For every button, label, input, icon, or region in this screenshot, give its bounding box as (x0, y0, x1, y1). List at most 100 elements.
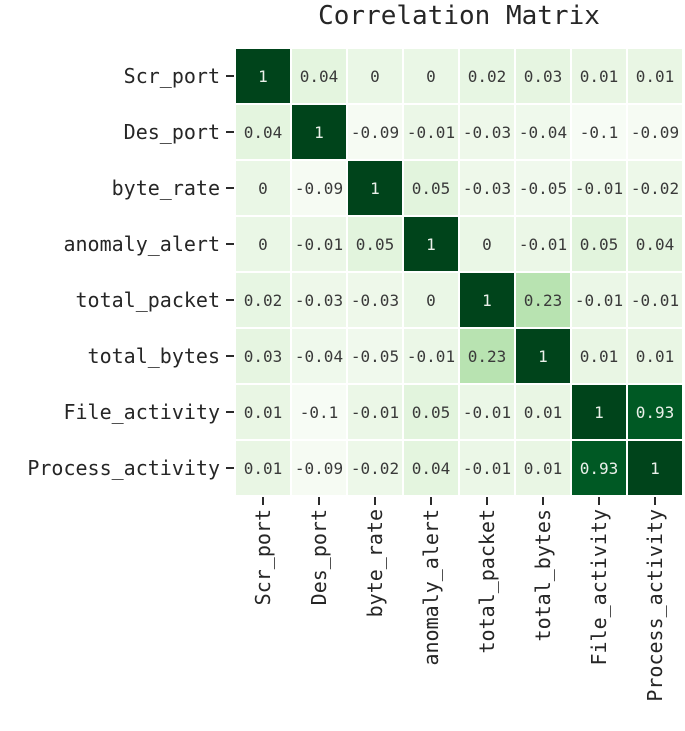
heatmap-cell: 1 (571, 384, 627, 440)
heatmap-cell: -0.03 (459, 160, 515, 216)
heatmap-cell: 0.01 (627, 328, 683, 384)
heatmap-cell: 0.01 (235, 440, 291, 496)
x-tick-label-text: total_packet (475, 509, 499, 654)
heatmap-cell: 0 (403, 48, 459, 104)
heatmap-cell: 0.05 (347, 216, 403, 272)
heatmap-cell: 0.01 (571, 328, 627, 384)
heatmap-cell: -0.02 (627, 160, 683, 216)
y-tick-mark (226, 299, 234, 301)
heatmap-cell: -0.01 (459, 384, 515, 440)
x-tick-label-text: Des_port (307, 509, 331, 606)
heatmap-grid: 1 0.04 0 0 0.02 0.03 0.01 0.01 0.04 1 -0.09 -0.01 -0… (235, 48, 683, 496)
heatmap-cell: -0.01 (515, 216, 571, 272)
heatmap-cell: -0.05 (515, 160, 571, 216)
x-tick-label: total_packet (459, 509, 515, 654)
heatmap-cell: 1 (347, 160, 403, 216)
heatmap-cell: -0.03 (347, 272, 403, 328)
heatmap-cell: -0.01 (403, 104, 459, 160)
y-tick-label: Process_activity (27, 456, 220, 480)
heatmap-cell: 0.93 (627, 384, 683, 440)
heatmap-cell: -0.04 (515, 104, 571, 160)
heatmap-cell: -0.09 (291, 160, 347, 216)
heatmap-cell: 0.01 (515, 384, 571, 440)
x-tick-label: File_activity (571, 509, 627, 666)
heatmap-cell: -0.03 (459, 104, 515, 160)
x-tick-label: byte_rate (347, 509, 403, 617)
heatmap-cell: -0.01 (571, 272, 627, 328)
x-tick-label: Scr_port (235, 509, 291, 605)
heatmap-cell: 0.01 (571, 48, 627, 104)
y-tick-mark (226, 467, 234, 469)
x-tick-mark (486, 497, 488, 505)
x-tick-label-text: Scr_port (251, 509, 275, 606)
y-tick-mark (226, 243, 234, 245)
heatmap-cell: 0 (347, 48, 403, 104)
y-tick-label: Des_port (123, 120, 220, 144)
y-tick-label: total_bytes (87, 344, 220, 368)
heatmap-cell: 1 (459, 272, 515, 328)
y-tick-label: File_activity (63, 400, 220, 424)
y-tick-label: anomaly_alert (63, 232, 220, 256)
heatmap-cell: 0.93 (571, 440, 627, 496)
x-tick-label: total_bytes (515, 509, 571, 641)
heatmap-cell: -0.09 (347, 104, 403, 160)
x-tick-label-text: Process_activity (643, 509, 667, 702)
y-tick-label: total_packet (75, 288, 221, 312)
heatmap-cell: 1 (403, 216, 459, 272)
heatmap-cell: -0.01 (459, 440, 515, 496)
heatmap-cell: 0.04 (627, 216, 683, 272)
heatmap-cell: 0.04 (235, 104, 291, 160)
heatmap-cell: 0.23 (459, 328, 515, 384)
heatmap-cell: -0.09 (291, 440, 347, 496)
y-tick-mark (226, 131, 234, 133)
heatmap-cell: 1 (235, 48, 291, 104)
heatmap-cell: 0.05 (571, 216, 627, 272)
heatmap-cell: 0 (403, 272, 459, 328)
x-tick-mark (374, 497, 376, 505)
y-tick-mark (226, 355, 234, 357)
heatmap-cell: -0.01 (291, 216, 347, 272)
x-tick-mark (598, 497, 600, 505)
heatmap-cell: -0.03 (291, 272, 347, 328)
x-tick-label-text: total_bytes (531, 509, 555, 642)
heatmap-cell: 1 (515, 328, 571, 384)
heatmap-cell: 0 (235, 216, 291, 272)
heatmap-cell: 1 (291, 104, 347, 160)
x-tick-mark (654, 497, 656, 505)
heatmap-cell: 0.23 (515, 272, 571, 328)
y-tick-label: Scr_port (123, 64, 220, 88)
x-tick-label: Des_port (291, 509, 347, 605)
heatmap-cell: 0.05 (403, 160, 459, 216)
x-tick-label-text: anomaly_alert (419, 509, 443, 666)
y-tick-mark (226, 75, 234, 77)
heatmap-cell: 0.05 (403, 384, 459, 440)
x-tick-mark (262, 497, 264, 505)
x-tick-mark (542, 497, 544, 505)
heatmap-cell: 0.02 (235, 272, 291, 328)
x-tick-label-text: byte_rate (363, 509, 387, 618)
x-tick-mark (318, 497, 320, 505)
x-tick-label-text: File_activity (587, 509, 611, 666)
heatmap-cell: 0.03 (515, 48, 571, 104)
x-tick-mark (430, 497, 432, 505)
x-tick-label: anomaly_alert (403, 509, 459, 666)
y-tick-mark (226, 411, 234, 413)
heatmap-cell: 0.01 (515, 440, 571, 496)
heatmap-cell: 0 (459, 216, 515, 272)
heatmap-cell: -0.02 (347, 440, 403, 496)
y-tick-mark (226, 187, 234, 189)
y-tick-label: byte_rate (111, 176, 220, 200)
heatmap-cell: 0.03 (235, 328, 291, 384)
heatmap-cell: -0.09 (627, 104, 683, 160)
heatmap-cell: -0.05 (347, 328, 403, 384)
heatmap-cell: 0.01 (235, 384, 291, 440)
chart-title: Correlation Matrix (318, 1, 600, 31)
heatmap-cell: -0.04 (291, 328, 347, 384)
heatmap-cell: -0.1 (291, 384, 347, 440)
heatmap-cell: 0.01 (627, 48, 683, 104)
heatmap-cell: -0.01 (571, 160, 627, 216)
heatmap-cell: 0 (235, 160, 291, 216)
heatmap-cell: 0.04 (403, 440, 459, 496)
heatmap-cell: -0.01 (347, 384, 403, 440)
